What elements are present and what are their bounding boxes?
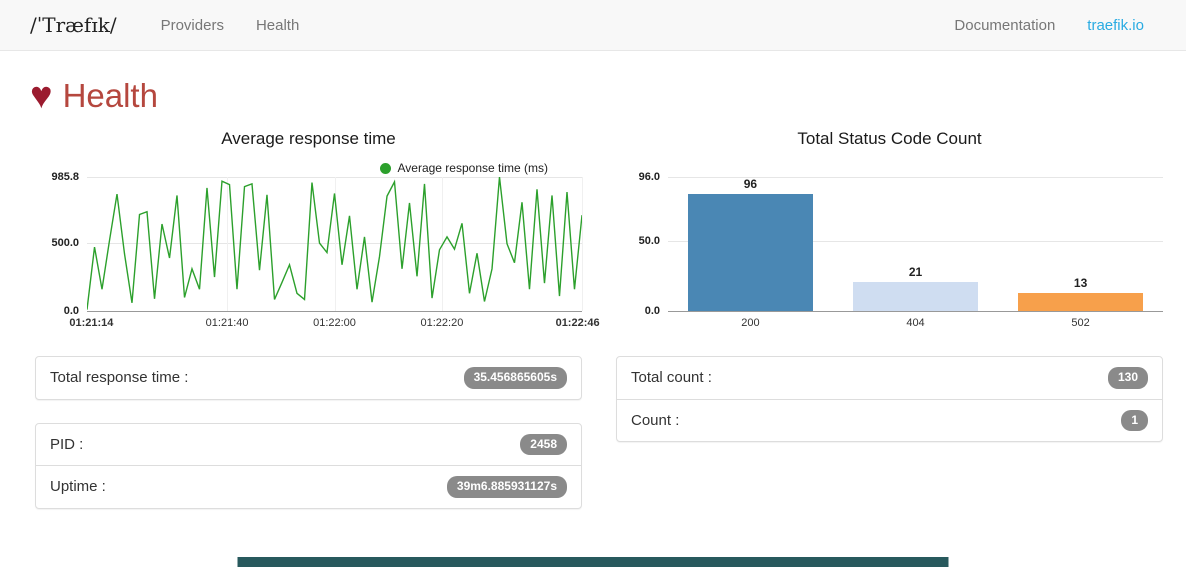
traefik-logo[interactable]: /ˈTræfɪk/ [30,13,117,37]
total-count-label: Total count : [631,369,712,387]
count-label: Count : [631,411,680,429]
x-axis-tick: 200 [741,317,760,329]
right-panels: Total count : 130 Count : 1 [616,356,1163,443]
page-title: Health [62,77,158,114]
line-x-axis: 01:21:14 01:21:40 01:22:00 01:22:20 01:2… [69,312,599,332]
gridline [582,177,583,311]
x-axis-tick: 01:21:40 [205,317,249,329]
gridline [668,177,1163,178]
charts-row: Average response time Average response t… [0,129,1186,332]
bar [852,281,979,311]
bar-x-axis: 200 404 502 [668,312,1163,332]
pid-row: PID : 2458 [36,424,581,466]
uptime-label: Uptime : [50,478,106,496]
y-axis-tick: 96.0 [638,171,660,183]
bar-value-label: 96 [743,177,758,191]
total-count-row: Total count : 130 [617,357,1162,399]
gridline [227,177,229,311]
y-axis-tick: 0.0 [644,305,660,317]
navbar-right: Documentation traefik.io [938,17,1160,34]
bar-group-200: 96 [687,177,814,311]
page-header: ♥ Health [30,77,1186,115]
nav-item-health[interactable]: Health [255,16,300,34]
nav-item-providers[interactable]: Providers [160,16,224,34]
bar-value-label: 21 [908,264,923,279]
pid-badge: 2458 [520,433,567,456]
gridline [334,177,336,311]
nav-item-traefik-io[interactable]: traefik.io [1087,16,1144,34]
bar [1017,292,1144,311]
line-plot-area: 985.8 500.0 0.0 [51,171,583,317]
process-panel: PID : 2458 Uptime : 39m6.885931127s [35,422,582,509]
x-axis-tick: 01:21:14 [69,317,114,329]
uptime-badge: 39m6.885931127s [446,476,567,498]
x-axis-tick: 404 [906,317,925,329]
line-chart-panel: Average response time Average response t… [35,129,599,332]
total-response-time-badge: 35.456865605s [463,367,567,389]
total-response-time-panel: Total response time : 35.456865605s [35,356,582,400]
x-axis-tick: 01:22:20 [420,317,464,329]
nav-item-documentation[interactable]: Documentation [954,16,1056,34]
bar-chart-panel: Total Status Code Count 96.0 50.0 0.0 96… [616,129,1163,332]
bar-group-404: 21 [852,177,979,311]
bar-group-502: 13 [1017,177,1144,311]
total-count-badge: 130 [1107,367,1148,389]
line-chart-title: Average response time [221,129,396,148]
x-axis-tick: 502 [1071,317,1090,329]
navbar: /ˈTræfɪk/ Providers Health Documentation… [0,0,1186,51]
left-panels: Total response time : 35.456865605s PID … [35,356,582,509]
legend-dot-icon [380,162,392,174]
bar-value-label: 13 [1073,275,1088,290]
gridline [668,241,1163,243]
total-response-time-row: Total response time : 35.456865605s [36,357,581,399]
line-chart-legend: Average response time (ms) [35,159,548,177]
spacer [616,159,1163,177]
y-axis-tick: 985.8 [51,171,79,183]
uptime-row: Uptime : 39m6.885931127s [36,465,581,508]
bar-plot-area: 96.0 50.0 0.0 96 21 13 [639,171,1163,317]
x-axis-tick: 01:22:46 [555,317,600,329]
y-axis-tick: 50.0 [638,235,660,248]
bar [687,194,814,311]
line-plot-outer: 985.8 500.0 0.0 01:21:14 01:21:40 01:22:… [35,171,599,332]
x-axis-tick: 01:22:00 [313,317,356,329]
y-axis-tick: 0.0 [63,305,79,317]
heart-icon: ♥ [30,75,53,117]
line-series [87,177,582,310]
y-axis-tick: 500.0 [51,237,79,250]
total-response-time-label: Total response time : [50,369,189,387]
count-panel: Total count : 130 Count : 1 [616,356,1163,443]
panels-row: Total response time : 35.456865605s PID … [0,356,1186,509]
bar-plot-outer: 96.0 50.0 0.0 96 21 13 200 404 [616,171,1163,332]
footer-bar [237,557,949,567]
line-chart [87,177,582,311]
bar-chart-title: Total Status Code Count [797,129,982,148]
navbar-left: /ˈTræfɪk/ Providers Health [30,13,315,37]
count-row: Count : 1 [617,398,1162,442]
count-badge: 1 [1121,409,1148,432]
legend-label: Average response time (ms) [397,161,548,175]
pid-label: PID : [50,435,84,453]
